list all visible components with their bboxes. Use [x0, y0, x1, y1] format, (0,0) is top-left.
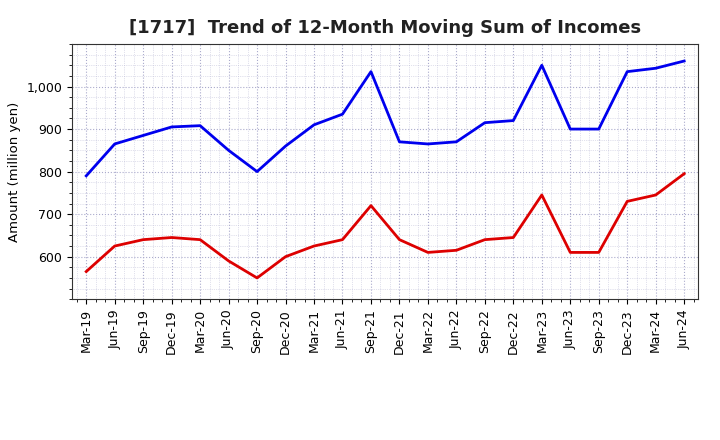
Title: [1717]  Trend of 12-Month Moving Sum of Incomes: [1717] Trend of 12-Month Moving Sum of I…: [129, 19, 642, 37]
Net Income: [680, 171, 688, 176]
Ordinary Income: [366, 69, 375, 74]
Net Income: [480, 237, 489, 242]
Net Income: [595, 250, 603, 255]
Ordinary Income: [480, 120, 489, 125]
Ordinary Income: [253, 169, 261, 174]
Legend: Ordinary Income, Net Income: Ordinary Income, Net Income: [221, 439, 549, 440]
Net Income: [282, 254, 290, 259]
Ordinary Income: [310, 122, 318, 128]
Ordinary Income: [566, 126, 575, 132]
Ordinary Income: [225, 148, 233, 153]
Net Income: [110, 243, 119, 249]
Ordinary Income: [167, 124, 176, 129]
Net Income: [139, 237, 148, 242]
Ordinary Income: [537, 62, 546, 68]
Ordinary Income: [452, 139, 461, 144]
Net Income: [423, 250, 432, 255]
Net Income: [82, 269, 91, 274]
Net Income: [196, 237, 204, 242]
Net Income: [310, 243, 318, 249]
Net Income: [167, 235, 176, 240]
Ordinary Income: [680, 59, 688, 64]
Ordinary Income: [82, 173, 91, 179]
Ordinary Income: [338, 111, 347, 117]
Ordinary Income: [652, 66, 660, 71]
Ordinary Income: [110, 141, 119, 147]
Ordinary Income: [395, 139, 404, 144]
Line: Ordinary Income: Ordinary Income: [86, 61, 684, 176]
Ordinary Income: [595, 126, 603, 132]
Ordinary Income: [139, 133, 148, 138]
Line: Net Income: Net Income: [86, 174, 684, 278]
Net Income: [366, 203, 375, 208]
Net Income: [225, 258, 233, 264]
Net Income: [253, 275, 261, 281]
Ordinary Income: [282, 143, 290, 149]
Net Income: [623, 199, 631, 204]
Y-axis label: Amount (million yen): Amount (million yen): [8, 102, 21, 242]
Net Income: [537, 192, 546, 198]
Net Income: [652, 192, 660, 198]
Ordinary Income: [623, 69, 631, 74]
Ordinary Income: [509, 118, 518, 123]
Net Income: [338, 237, 347, 242]
Net Income: [395, 237, 404, 242]
Net Income: [509, 235, 518, 240]
Net Income: [452, 248, 461, 253]
Net Income: [566, 250, 575, 255]
Ordinary Income: [423, 141, 432, 147]
Ordinary Income: [196, 123, 204, 128]
